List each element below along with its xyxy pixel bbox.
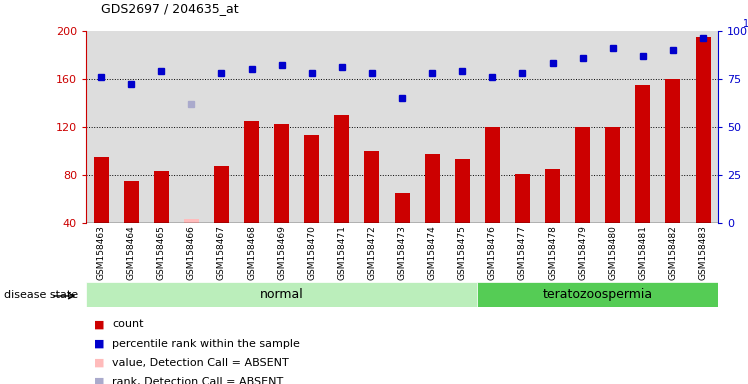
Bar [696,37,711,271]
Text: GSM158465: GSM158465 [157,225,166,280]
Bar [364,151,379,271]
Bar [635,85,650,271]
Text: value, Detection Call = ABSENT: value, Detection Call = ABSENT [112,358,289,368]
Bar [605,127,620,271]
Bar [304,135,319,271]
Bar [425,154,440,271]
Text: GSM158464: GSM158464 [126,225,135,280]
Text: rank, Detection Call = ABSENT: rank, Detection Call = ABSENT [112,377,283,384]
Bar [515,174,530,271]
Bar [394,193,410,271]
Text: percentile rank within the sample: percentile rank within the sample [112,339,300,349]
Text: ■: ■ [94,358,104,368]
Text: GSM158472: GSM158472 [367,225,376,280]
Bar [545,169,560,271]
Text: GSM158475: GSM158475 [458,225,467,280]
Bar [274,124,289,271]
Text: GSM158470: GSM158470 [307,225,316,280]
Text: disease state: disease state [4,290,78,300]
Bar [154,171,169,271]
Bar [244,121,259,271]
Bar [334,115,349,271]
Text: GSM158471: GSM158471 [337,225,346,280]
Bar [666,79,681,271]
Bar [94,157,108,271]
Text: GSM158480: GSM158480 [608,225,617,280]
Text: GSM158481: GSM158481 [638,225,647,280]
Text: GSM158478: GSM158478 [548,225,557,280]
Text: GSM158466: GSM158466 [187,225,196,280]
Text: 100%: 100% [744,19,748,29]
Text: GSM158483: GSM158483 [699,225,708,280]
Text: count: count [112,319,144,329]
Bar [214,166,229,271]
Bar [455,159,470,271]
Text: GSM158469: GSM158469 [278,225,286,280]
Text: teratozoospermia: teratozoospermia [542,288,653,301]
Bar [575,127,590,271]
Text: GSM158476: GSM158476 [488,225,497,280]
Text: GSM158467: GSM158467 [217,225,226,280]
Text: GSM158479: GSM158479 [578,225,587,280]
Bar [184,219,199,271]
Text: ■: ■ [94,339,104,349]
Text: GSM158477: GSM158477 [518,225,527,280]
Text: GSM158468: GSM158468 [247,225,256,280]
Text: normal: normal [260,288,304,301]
Text: GSM158473: GSM158473 [397,225,407,280]
Text: ■: ■ [94,377,104,384]
Bar [123,181,138,271]
Text: GSM158474: GSM158474 [428,225,437,280]
Text: ■: ■ [94,319,104,329]
Bar [477,282,718,307]
Bar [86,282,477,307]
Text: GSM158463: GSM158463 [96,225,105,280]
Text: GSM158482: GSM158482 [669,225,678,280]
Text: GDS2697 / 204635_at: GDS2697 / 204635_at [101,2,239,15]
Bar [485,127,500,271]
